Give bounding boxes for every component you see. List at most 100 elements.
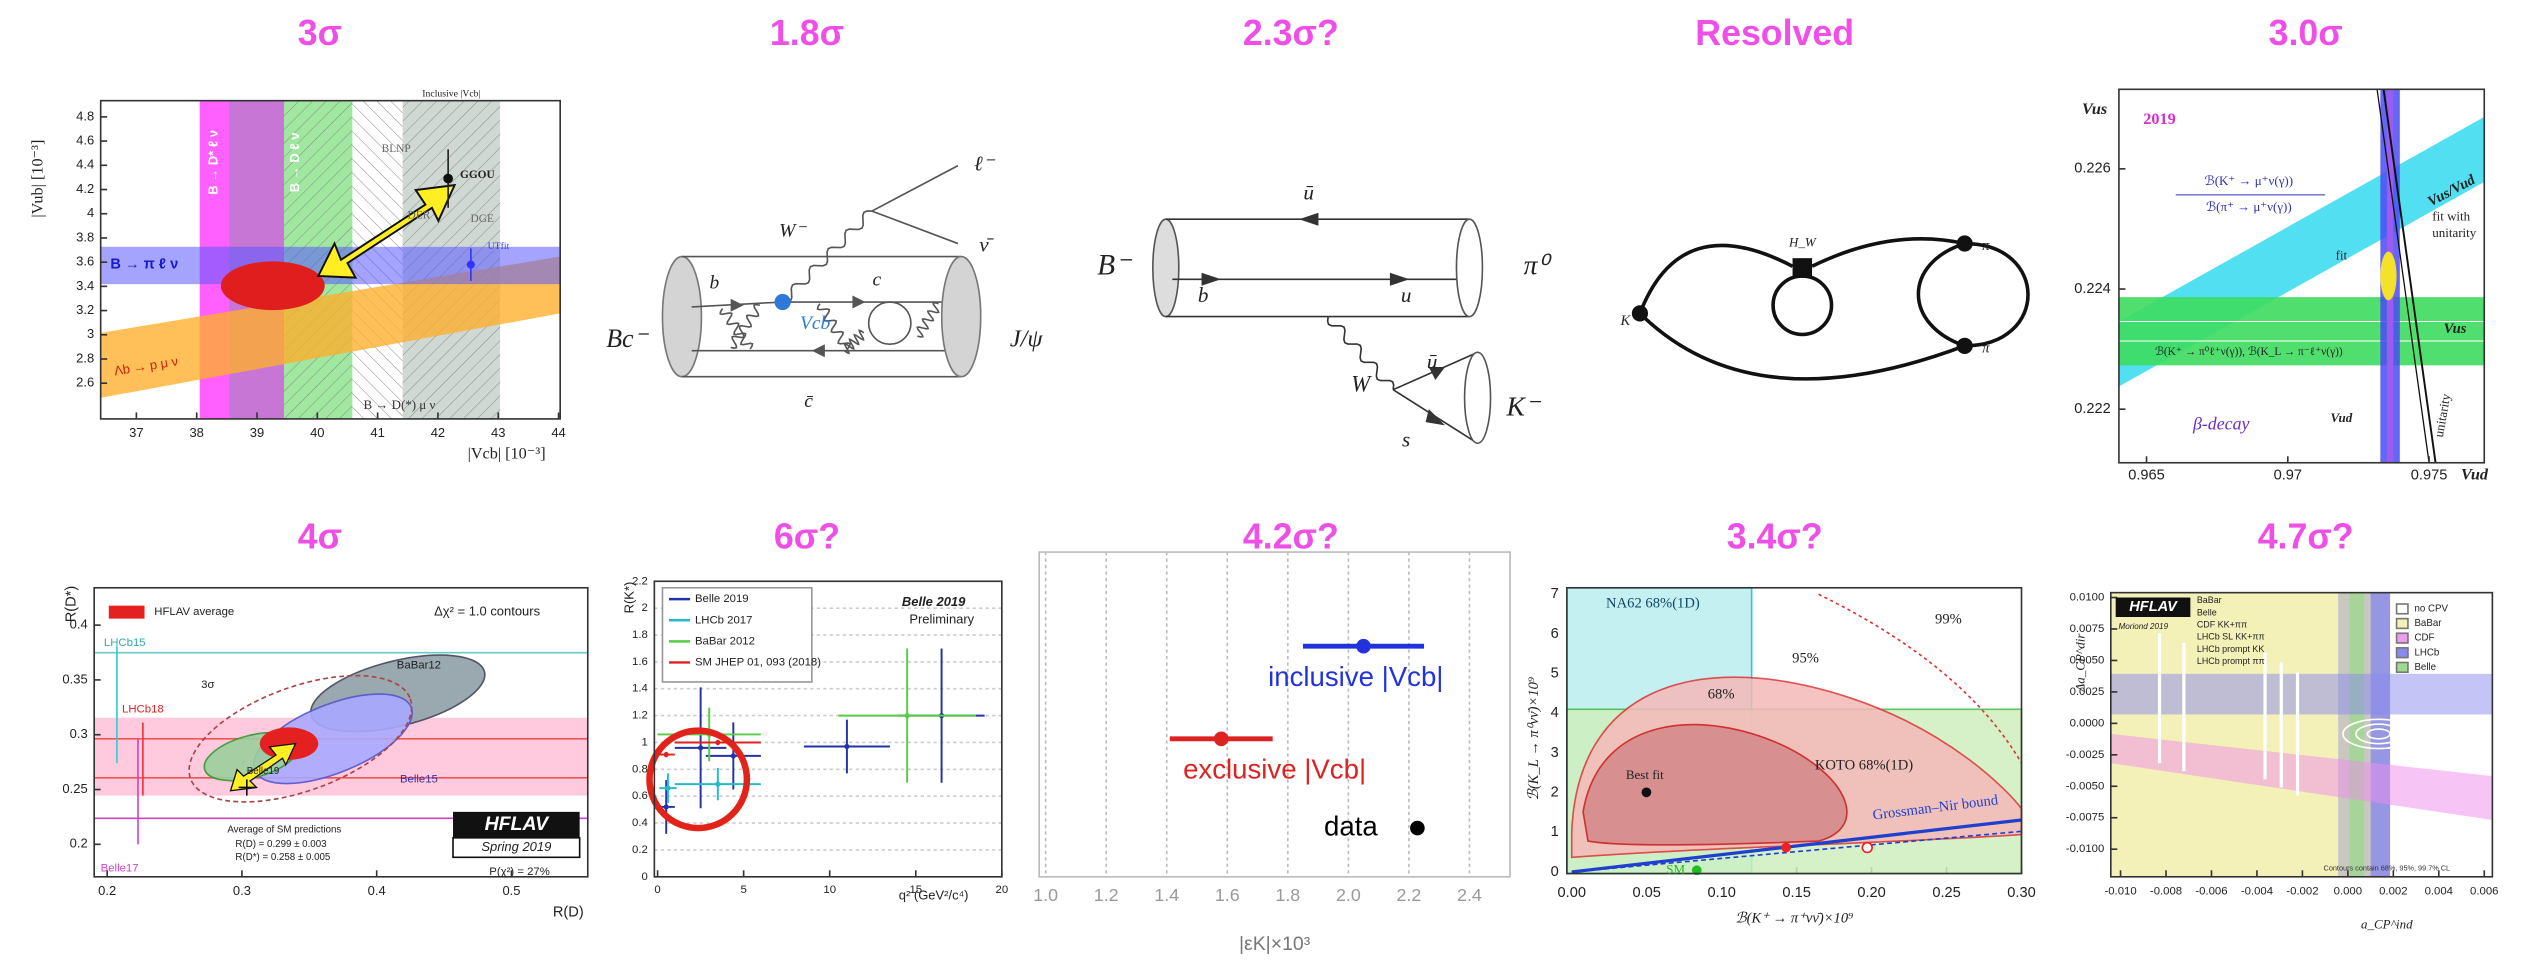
label: ℓ⁻ [974, 151, 996, 175]
legend-label: LHCb prompt ππ [2197, 656, 2265, 666]
legend-label: SM JHEP 01, 093 (2018) [695, 656, 821, 668]
label: a_CP^ind [2361, 916, 2413, 931]
label: Inclusive |Vcb| [422, 88, 480, 99]
label: ū [1303, 181, 1314, 205]
panel-title: 3.0σ [2269, 13, 2343, 53]
legend-label: LHCb 2017 [695, 614, 752, 626]
label: Average of SM predictions [227, 824, 341, 835]
y-tick-label: 5 [1551, 665, 1559, 681]
label: GGOU [460, 169, 495, 181]
label: b [1198, 283, 1209, 307]
panel-title: 4.2σ? [1243, 517, 1339, 557]
label: π⁰ [1524, 249, 1553, 280]
label: LHCb18 [122, 704, 164, 716]
x-tick-label: 0.975 [2411, 468, 2448, 484]
x-tick-label: 0.4 [368, 883, 386, 898]
x-tick-label: 44 [551, 425, 565, 440]
x-tick-label: 0.000 [2334, 885, 2362, 897]
label: W [1351, 372, 1372, 397]
dot [1957, 235, 1973, 251]
point [664, 804, 669, 809]
panel-title: 4σ [298, 517, 342, 557]
label: B → D* ℓ ν [206, 130, 221, 195]
label: Vcb [800, 313, 831, 334]
y-tick-label: 0.3 [70, 726, 88, 741]
page: 3σ1.8σ2.3σ?Resolved3.0σ4σ6σ?4.2σ?3.4σ?4.… [0, 0, 2546, 960]
legend-label: LHCb prompt KK [2197, 644, 2264, 654]
label: DGE [471, 213, 494, 225]
x-tick-label: 40 [310, 425, 324, 440]
dot [443, 174, 453, 184]
ellipse [221, 261, 325, 310]
legend-label: CDF KK+ππ [2197, 619, 2247, 629]
label: ℬ(π⁺ → μ⁺ν(γ)) [2206, 199, 2292, 214]
y-tick-label: 1 [1551, 824, 1559, 840]
y-tick-label: 0.224 [2074, 281, 2111, 297]
y-tick-label: 4 [1551, 705, 1559, 721]
legend-label: Belle [2197, 607, 2217, 617]
y-tick-label: -0.0075 [2066, 812, 2105, 824]
label: |εK|×10³ [1239, 933, 1311, 955]
label: B⁻ [1097, 250, 1133, 282]
x-tick-label: 0.00 [1558, 885, 1586, 901]
y-tick-label: -0.0025 [2066, 749, 2105, 761]
x-tick-label: -0.002 [2286, 885, 2318, 897]
band [2371, 593, 2390, 877]
band [2111, 674, 2493, 715]
x-tick-label: 39 [250, 425, 264, 440]
slide: 3σ1.8σ2.3σ?Resolved3.0σ4σ6σ?4.2σ?3.4σ?4.… [0, 0, 2546, 960]
label: B → D(*) μ ν [363, 397, 435, 412]
y-tick-label: 0.226 [2074, 161, 2111, 177]
x-tick-label: 0.30 [2007, 885, 2035, 901]
point [664, 752, 669, 757]
x-tick-label: 1.4 [1154, 885, 1179, 905]
x-tick-label: -0.010 [2104, 885, 2136, 897]
legend-label: BaBar [2414, 618, 2442, 629]
label: W⁻ [779, 221, 807, 242]
y-tick-label: 1 [642, 736, 648, 748]
y-tick-label: 0.6 [632, 790, 648, 802]
label: DER [408, 210, 431, 222]
x-tick-label: -0.008 [2150, 885, 2182, 897]
x-tick-label: 2.4 [1457, 885, 1482, 905]
label: fit [2336, 248, 2348, 263]
x-tick-label: 0.006 [2470, 885, 2498, 897]
label: Vud [2331, 410, 2353, 425]
dot [467, 261, 475, 269]
legend-label: Belle 2019 [695, 593, 749, 605]
y-tick-label: 0.8 [632, 763, 648, 775]
legend-swatch [2397, 604, 2408, 614]
point [1356, 639, 1371, 654]
x-tick-label: 0.97 [2274, 468, 2302, 484]
legend-label: Belle [2414, 662, 2436, 673]
point [731, 753, 736, 758]
label: ū [1427, 350, 1438, 374]
label: β-decay [2192, 414, 2250, 434]
x-tick-label: 0.002 [2379, 885, 2407, 897]
label: unitarity [2432, 225, 2476, 240]
y-tick-label: 1.8 [632, 629, 648, 641]
legend-label: LHCb [2414, 647, 2439, 658]
y-tick-label: 0.4 [632, 817, 648, 829]
label: LHCb15 [104, 637, 146, 649]
y-tick-label: 3.6 [76, 254, 94, 269]
y-tick-label: 1.2 [632, 710, 648, 722]
y-tick-label: 7 [1551, 586, 1559, 602]
x-tick-label: 0.05 [1632, 885, 1660, 901]
legend-swatch [109, 606, 145, 619]
label: HFLAV [485, 813, 550, 835]
legend-swatch [2397, 633, 2408, 643]
x-tick-label: 1.0 [1033, 885, 1058, 905]
ellipse [1456, 219, 1482, 316]
y-tick-label: 3.4 [76, 278, 94, 293]
label: Δχ² = 1.0 contours [434, 604, 540, 619]
y-tick-label: 2 [1551, 784, 1559, 800]
label: c̄ [804, 391, 813, 412]
label: KOTO 68%(1D) [1815, 758, 1913, 774]
label: Belle15 [400, 773, 438, 785]
x-tick-label: 0.20 [1857, 885, 1885, 901]
label: Belle19 [247, 766, 279, 777]
x-tick-label: 0.004 [2425, 885, 2453, 897]
x-tick-label: 20 [996, 884, 1009, 896]
legend-label: BaBar [2197, 595, 2222, 605]
